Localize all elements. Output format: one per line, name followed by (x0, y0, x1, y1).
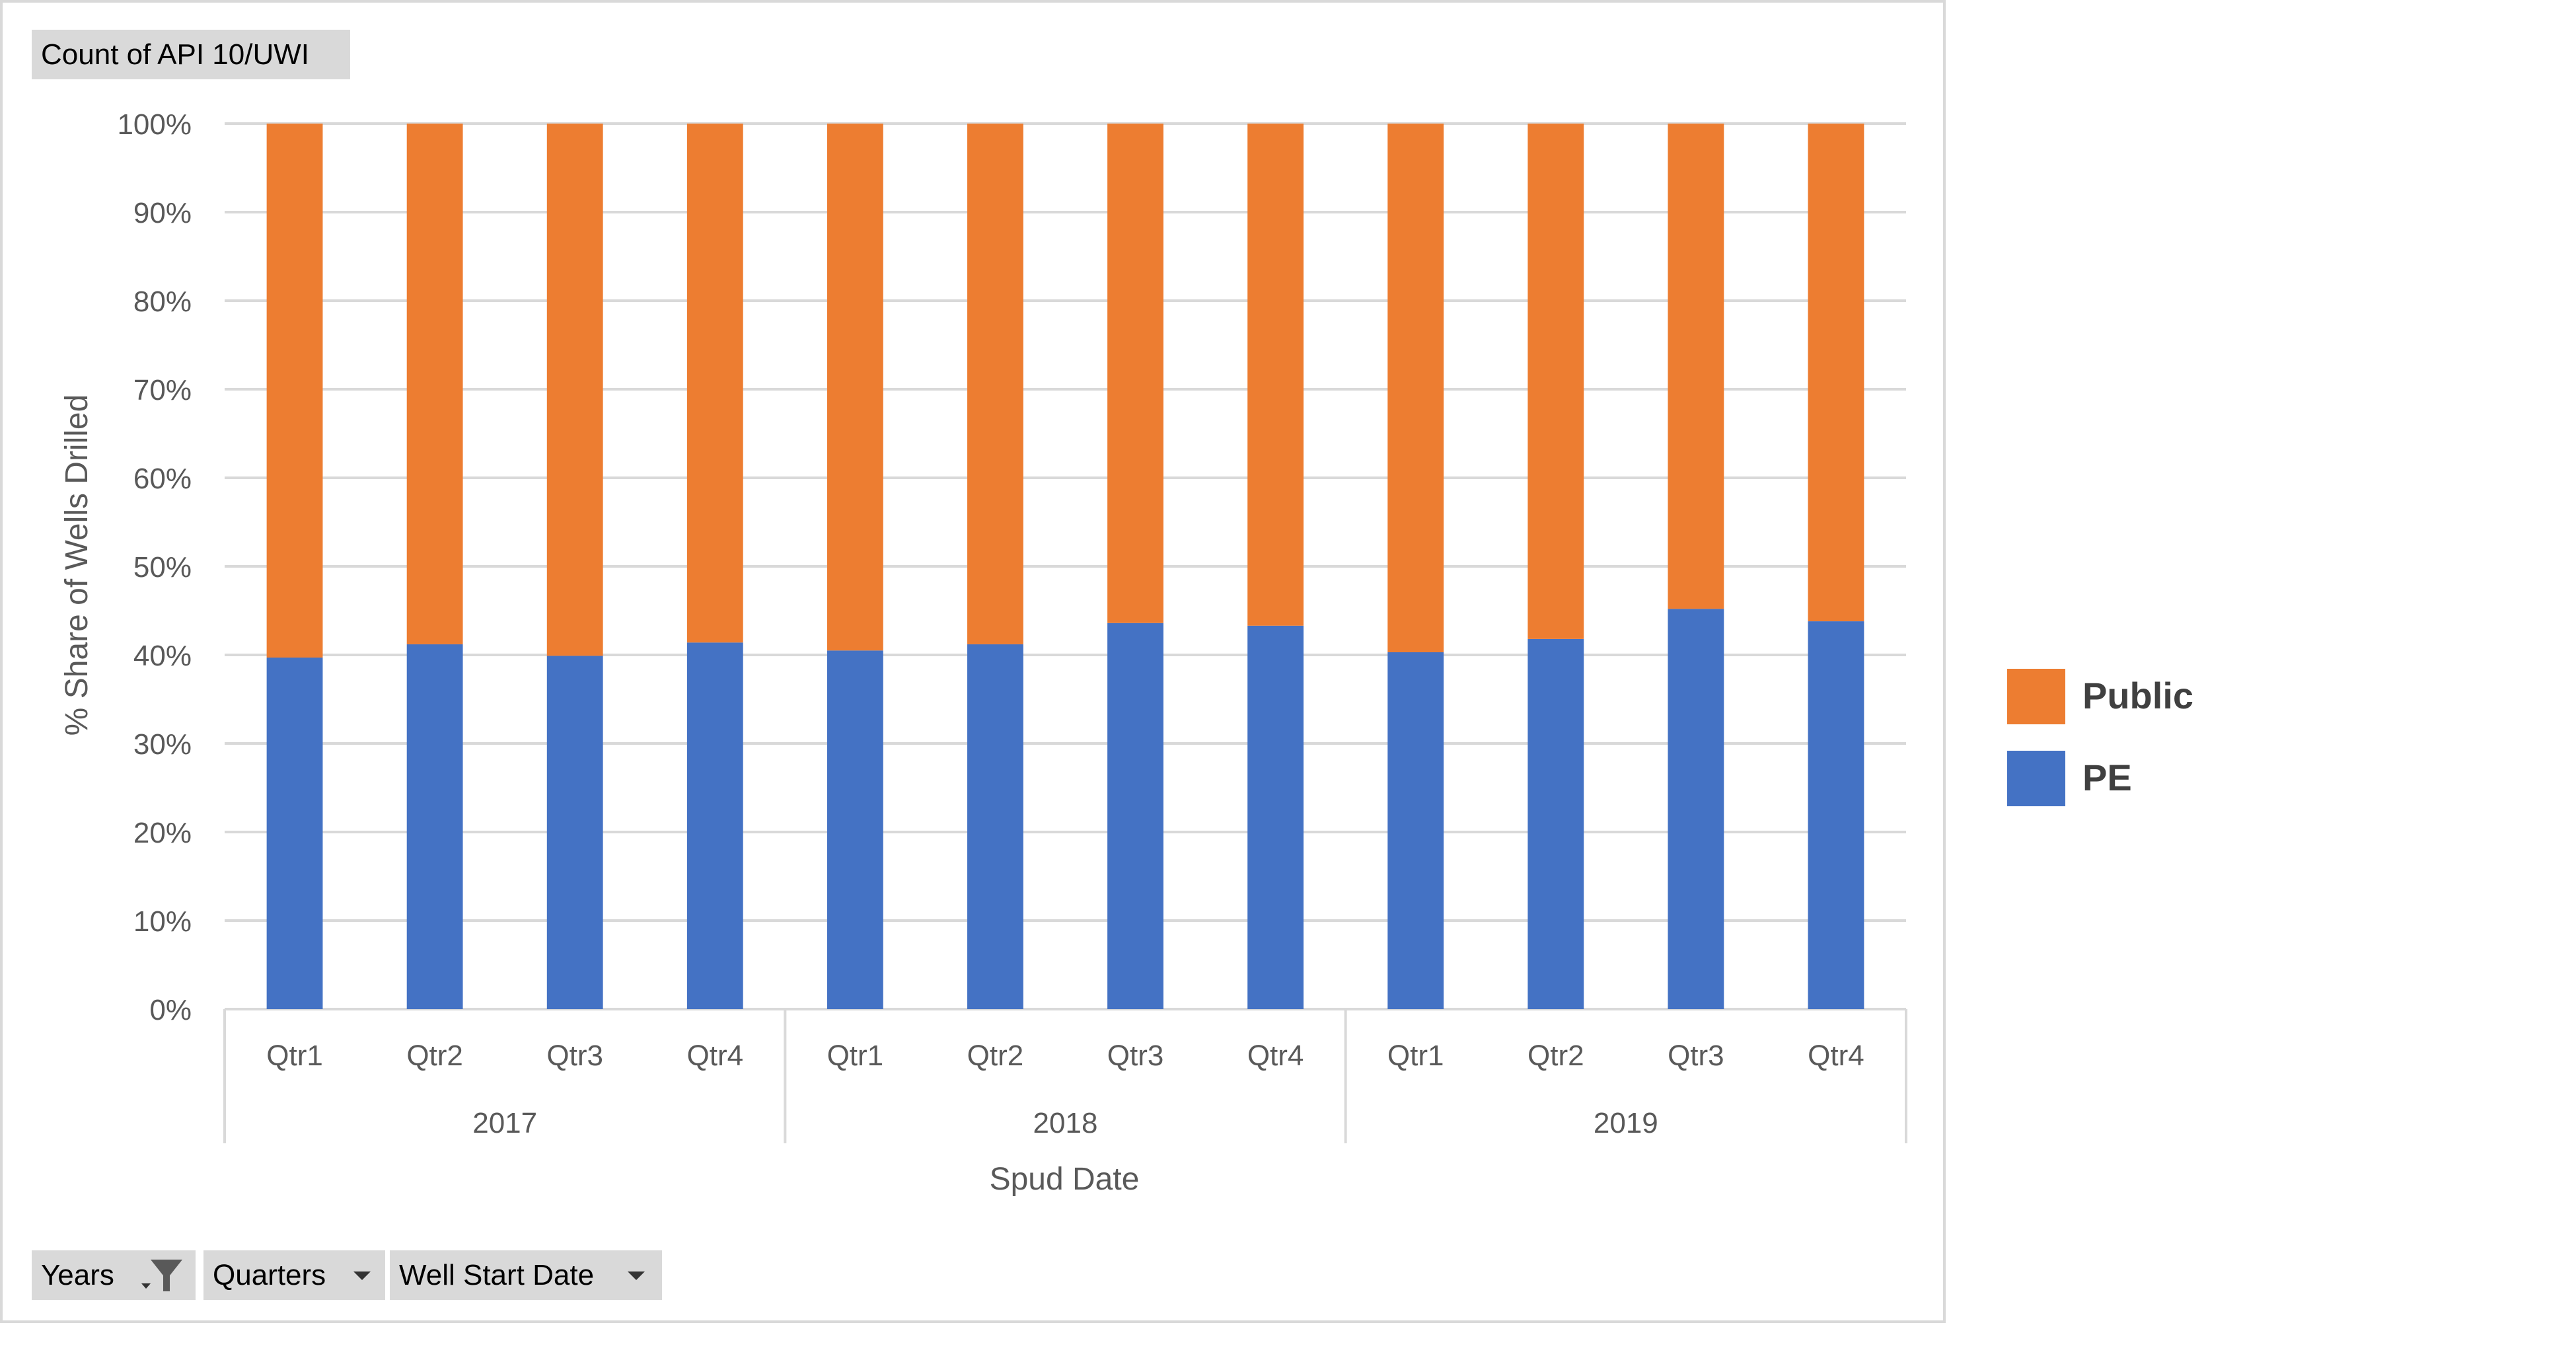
x-tick-label: Qtr4 (1808, 1040, 1864, 1072)
x-axis-title: Spud Date (990, 1162, 1140, 1197)
x-tick-label: Qtr4 (1247, 1040, 1304, 1072)
y-tick-label: 0% (149, 994, 192, 1026)
legend-swatch (2007, 669, 2065, 724)
y-axis-title: % Share of Wells Drilled (59, 395, 94, 736)
axes: 0% 10% 20% 30% 40% 50% 60% 70% 80% 90% 100% Qtr1 Qtr… (117, 108, 1907, 1143)
y-tick-label: 90% (133, 197, 192, 229)
y-tick-label: 80% (133, 285, 192, 318)
bar-pe[interactable] (686, 642, 743, 1009)
bar-public[interactable] (1107, 124, 1163, 623)
x-tick-label: Qtr4 (687, 1040, 744, 1072)
legend-label: Public (2082, 675, 2193, 716)
bar-public[interactable] (1387, 124, 1444, 652)
y-tick-label: 40% (133, 640, 192, 672)
bar-pe[interactable] (546, 656, 603, 1009)
y-tick-label: 100% (117, 108, 192, 141)
x-tick-label: Qtr1 (1387, 1040, 1444, 1072)
x-tick-label: Qtr2 (406, 1040, 463, 1072)
x-tick-label: Qtr1 (266, 1040, 323, 1072)
gridlines (225, 122, 1906, 1010)
y-tick-label: 70% (133, 374, 192, 406)
bar-public[interactable] (1808, 124, 1864, 622)
bar-public[interactable] (827, 124, 883, 651)
filter-icon (141, 1260, 182, 1291)
bar-pe[interactable] (1668, 609, 1724, 1009)
x-group-label: 2018 (1033, 1107, 1098, 1139)
x-tick-label: Qtr2 (1527, 1040, 1584, 1072)
x-tick-label: Qtr1 (827, 1040, 884, 1072)
bar-pe[interactable] (1247, 625, 1304, 1009)
y-tick-label: 20% (133, 817, 192, 849)
legend-swatch (2007, 751, 2065, 806)
bar-pe[interactable] (1808, 621, 1864, 1009)
y-tick-label: 30% (133, 728, 192, 761)
bar-pe[interactable] (967, 644, 1023, 1009)
bars (266, 124, 1864, 1009)
quarters-field-label: Quarters (213, 1259, 326, 1291)
bar-pe[interactable] (1107, 623, 1163, 1009)
bar-public[interactable] (266, 124, 323, 658)
bar-public[interactable] (967, 124, 1023, 644)
quarters-field-button[interactable]: Quarters (203, 1250, 385, 1300)
well-start-date-field-label: Well Start Date (399, 1259, 595, 1291)
bar-public[interactable] (1668, 124, 1724, 609)
value-field-button[interactable]: Count of API 10/UWI (32, 30, 350, 79)
y-tick-label: 10% (133, 905, 192, 938)
bar-public[interactable] (1527, 124, 1584, 639)
chevron-down-icon (628, 1271, 645, 1280)
x-tick-label: Qtr3 (1107, 1040, 1164, 1072)
x-group-label: 2019 (1594, 1107, 1658, 1139)
y-tick-label: 60% (133, 463, 192, 495)
bar-pe[interactable] (266, 658, 323, 1009)
bar-pe[interactable] (406, 644, 463, 1009)
y-tick-label: 50% (133, 551, 192, 584)
x-tick-label: Qtr3 (546, 1040, 603, 1072)
chevron-down-icon (353, 1271, 371, 1280)
legend: Public PE (2007, 669, 2193, 806)
bar-pe[interactable] (827, 650, 883, 1009)
bar-pe[interactable] (1527, 638, 1584, 1009)
bar-pe[interactable] (1387, 652, 1444, 1009)
x-tick-label: Qtr3 (1668, 1040, 1724, 1072)
legend-label: PE (2082, 757, 2132, 798)
years-filter-button[interactable]: Years (32, 1250, 196, 1300)
bar-public[interactable] (546, 124, 603, 656)
bar-public[interactable] (1247, 124, 1304, 626)
well-start-date-field-button[interactable]: Well Start Date (390, 1250, 662, 1300)
x-tick-label: Qtr2 (967, 1040, 1024, 1072)
years-field-label: Years (41, 1259, 114, 1291)
value-field-label: Count of API 10/UWI (41, 38, 309, 71)
bar-public[interactable] (686, 124, 743, 643)
x-group-label: 2017 (472, 1107, 537, 1139)
bar-public[interactable] (406, 124, 463, 644)
